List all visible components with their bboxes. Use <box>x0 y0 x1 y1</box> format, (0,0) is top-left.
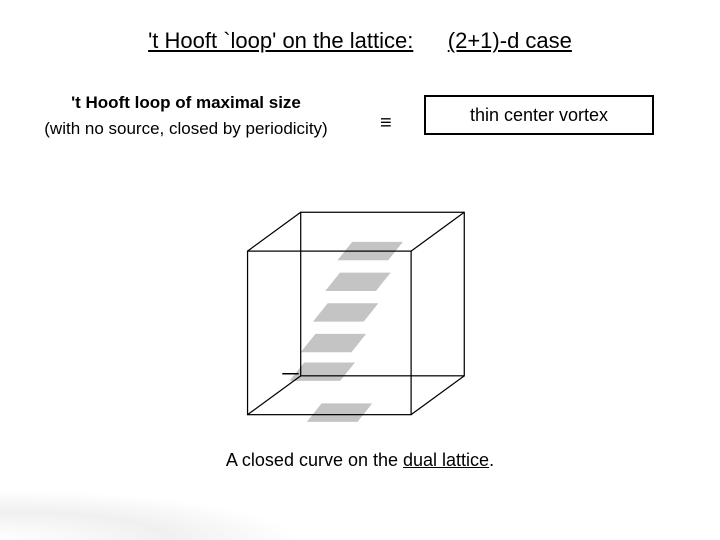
left-line2: (with no source, closed by periodicity) <box>36 116 336 142</box>
left-description: 't Hooft loop of maximal size (with no s… <box>36 90 336 141</box>
slide-title: 't Hooft `loop' on the lattice: (2+1)-d … <box>0 28 720 54</box>
left-line1: 't Hooft loop of maximal size <box>36 90 336 116</box>
caption-pre: A closed curve on the <box>226 450 403 470</box>
right-box: thin center vortex <box>424 95 654 135</box>
cube-diagram <box>230 200 490 430</box>
title-left: 't Hooft `loop' on the lattice: <box>148 28 413 53</box>
corner-glow <box>0 490 300 540</box>
cube-svg <box>230 200 490 430</box>
equiv-symbol: ≡ <box>380 112 392 135</box>
caption-post: . <box>489 450 494 470</box>
title-right: (2+1)-d case <box>448 28 572 53</box>
caption: A closed curve on the dual lattice. <box>0 450 720 471</box>
caption-underline: dual lattice <box>403 450 489 470</box>
right-box-label: thin center vortex <box>470 105 608 126</box>
